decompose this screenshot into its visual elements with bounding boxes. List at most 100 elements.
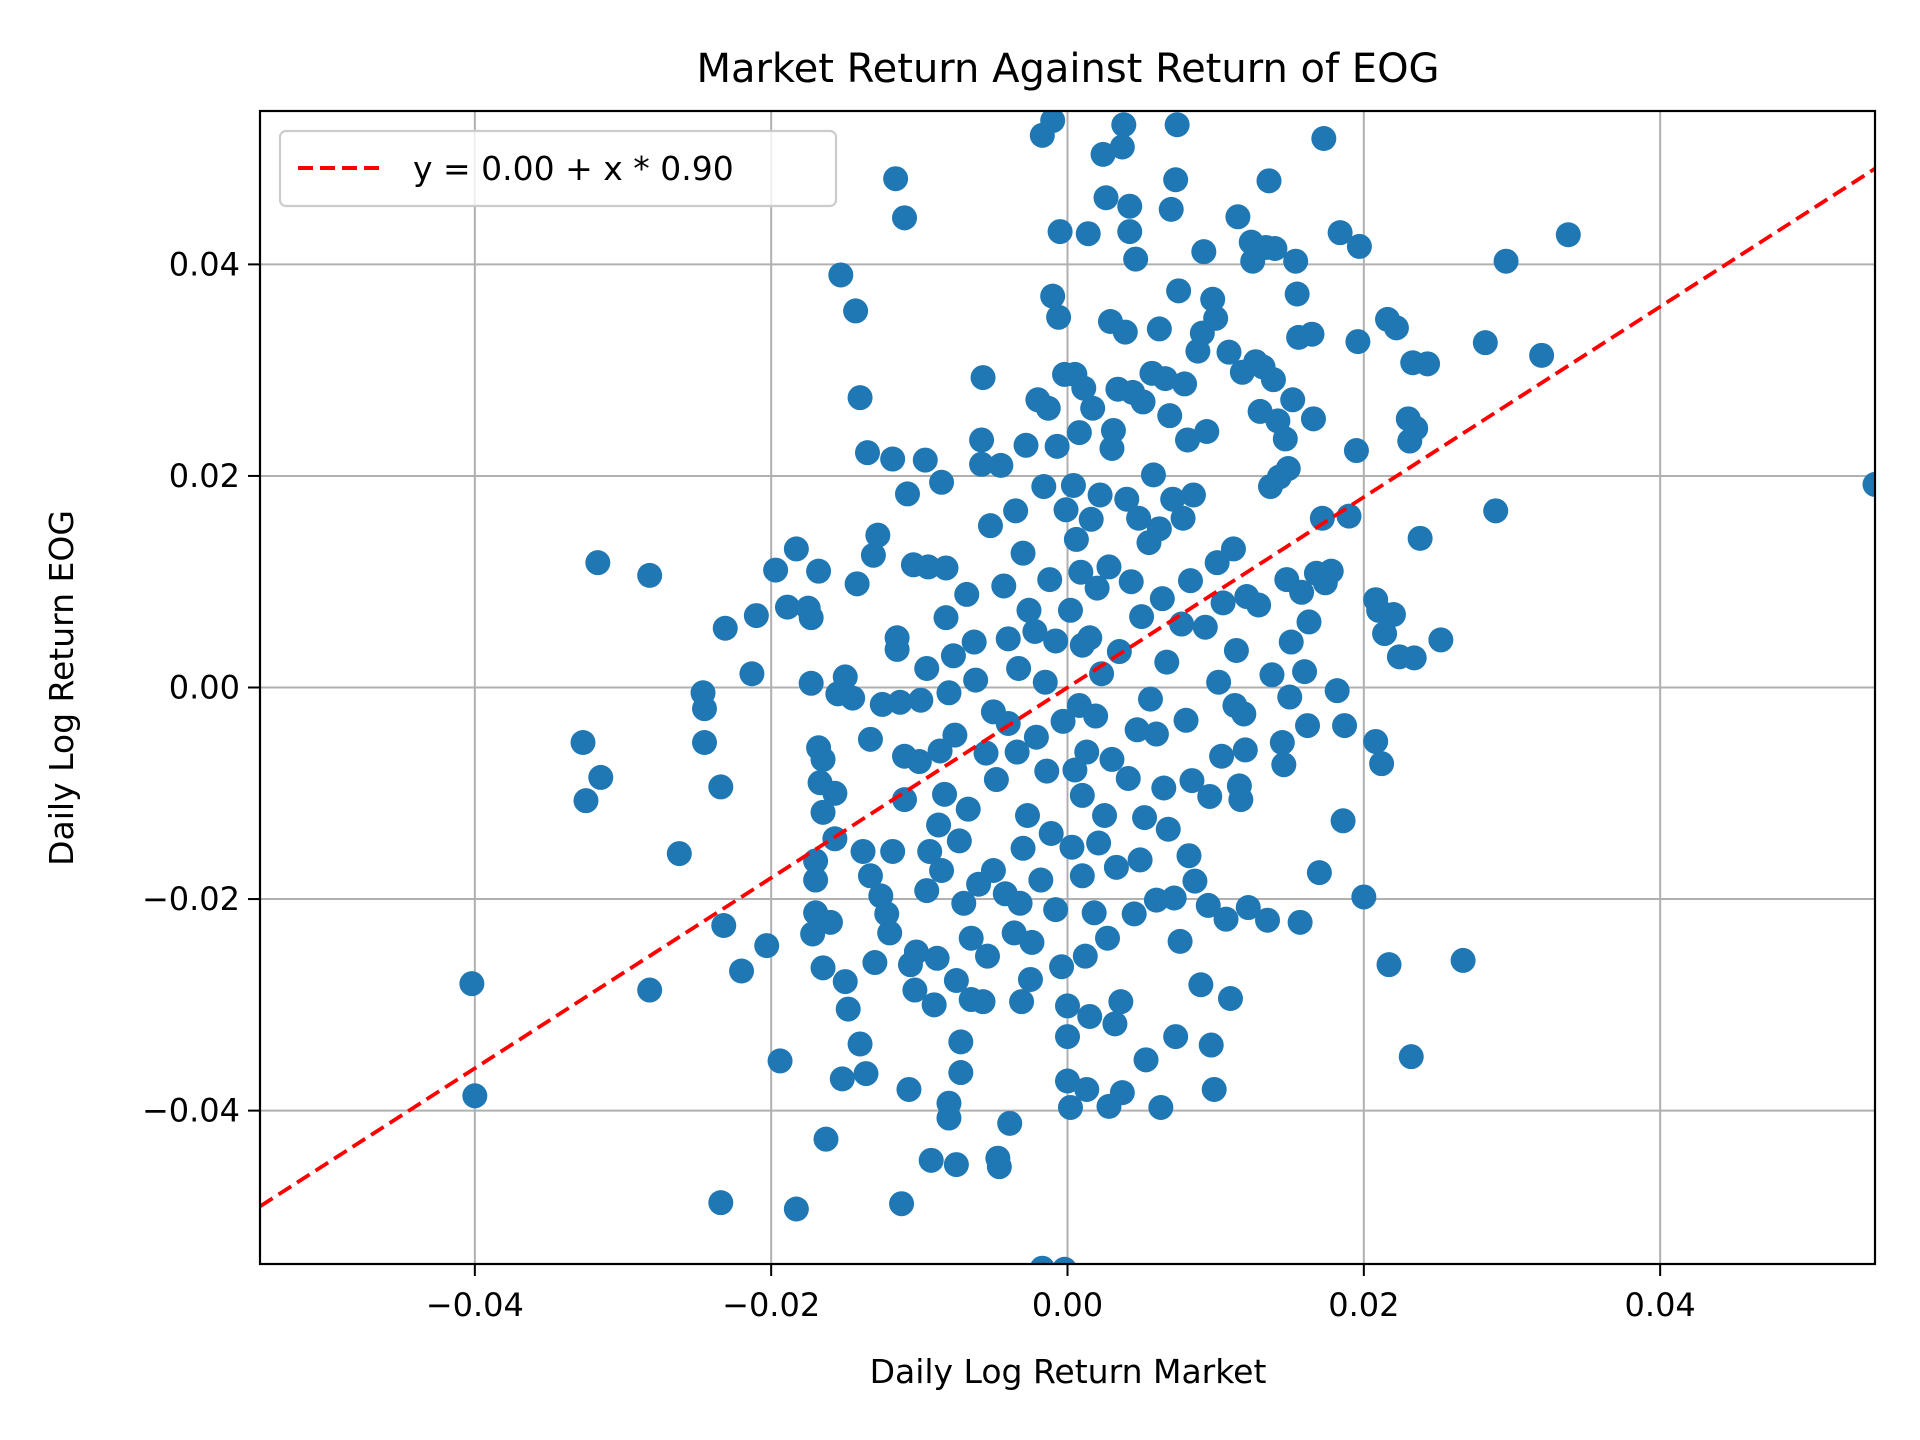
data-point xyxy=(932,781,958,807)
data-point xyxy=(1188,972,1214,998)
data-point xyxy=(1014,802,1040,828)
data-point xyxy=(1146,516,1172,542)
data-point xyxy=(958,925,984,951)
data-point xyxy=(729,958,755,984)
data-point xyxy=(1017,966,1043,992)
data-point xyxy=(908,687,934,713)
data-point xyxy=(1203,305,1229,331)
data-point xyxy=(810,955,836,981)
data-point xyxy=(1163,1024,1189,1050)
data-point xyxy=(997,1110,1023,1136)
data-point xyxy=(1040,111,1066,134)
data-point xyxy=(1117,193,1143,219)
y-tick-label: 0.04 xyxy=(169,245,240,283)
data-point xyxy=(1225,204,1251,230)
data-point xyxy=(810,799,836,825)
data-point xyxy=(573,788,599,814)
data-point xyxy=(1077,1003,1103,1029)
data-point xyxy=(767,1048,793,1074)
data-point xyxy=(1318,558,1344,584)
data-point xyxy=(892,787,918,813)
data-point xyxy=(1213,906,1239,932)
data-point xyxy=(1324,678,1350,704)
data-point xyxy=(1450,947,1476,973)
data-point xyxy=(1160,486,1186,512)
data-point xyxy=(1069,863,1095,889)
data-point xyxy=(1006,655,1032,681)
regression-line xyxy=(260,167,1875,1208)
data-point xyxy=(459,971,485,997)
data-point xyxy=(903,939,929,965)
data-point xyxy=(894,481,920,507)
data-point xyxy=(1220,536,1246,562)
data-point xyxy=(1030,1255,1055,1264)
data-point xyxy=(1123,246,1149,272)
data-point xyxy=(1493,248,1519,274)
data-point xyxy=(1351,884,1377,910)
x-tick-label: 0.00 xyxy=(1032,1286,1103,1324)
data-point xyxy=(1376,952,1402,978)
data-point xyxy=(942,722,968,748)
data-point xyxy=(854,440,880,466)
data-point xyxy=(887,689,913,715)
data-point xyxy=(902,977,928,1003)
data-point xyxy=(1112,319,1138,345)
data-point xyxy=(1296,609,1322,635)
data-point xyxy=(936,1105,962,1131)
data-point xyxy=(1043,897,1069,923)
data-point xyxy=(1175,427,1201,453)
data-point xyxy=(1284,281,1310,307)
data-point xyxy=(763,557,789,583)
y-tick-label: −0.02 xyxy=(142,880,240,918)
data-point xyxy=(829,1066,855,1092)
data-point xyxy=(743,603,769,629)
data-point xyxy=(1019,929,1045,955)
data-point xyxy=(1330,808,1356,834)
data-point xyxy=(1157,403,1183,429)
data-point xyxy=(914,655,940,681)
data-point xyxy=(847,385,873,411)
data-point xyxy=(1118,569,1144,595)
data-point xyxy=(860,542,886,568)
data-point xyxy=(927,738,953,764)
x-axis-label: Daily Log Return Market xyxy=(870,1352,1267,1391)
data-point xyxy=(1109,134,1135,160)
data-point xyxy=(940,643,966,669)
data-point xyxy=(1176,843,1202,869)
data-point xyxy=(570,730,596,756)
data-point xyxy=(1223,637,1249,663)
data-point xyxy=(1529,342,1555,368)
data-point xyxy=(1383,315,1409,341)
data-point xyxy=(1163,167,1189,193)
data-point xyxy=(1306,860,1332,886)
data-point xyxy=(969,427,995,453)
data-point xyxy=(1179,768,1205,794)
data-point xyxy=(832,664,858,690)
data-point xyxy=(708,1190,734,1216)
data-point xyxy=(828,262,854,288)
data-point xyxy=(1055,993,1080,1019)
data-point xyxy=(783,1196,809,1222)
data-point xyxy=(1090,141,1116,167)
data-point xyxy=(1059,834,1085,860)
data-point xyxy=(1130,389,1156,415)
data-point xyxy=(912,447,938,473)
data-point xyxy=(929,469,955,495)
data-point xyxy=(1289,579,1315,605)
data-point xyxy=(1309,505,1335,531)
data-point xyxy=(1269,730,1295,756)
data-point xyxy=(1129,604,1155,630)
data-point xyxy=(1028,867,1054,893)
data-point xyxy=(884,636,910,662)
data-point xyxy=(1170,505,1196,531)
data-point xyxy=(877,920,903,946)
data-point xyxy=(1345,329,1371,355)
data-point xyxy=(1007,890,1033,916)
data-point xyxy=(817,909,843,935)
data-point xyxy=(1277,684,1303,710)
data-point xyxy=(1271,752,1297,778)
data-point xyxy=(1166,278,1192,304)
data-point xyxy=(1053,497,1079,523)
data-point xyxy=(1109,1080,1135,1106)
data-point xyxy=(1200,286,1226,312)
